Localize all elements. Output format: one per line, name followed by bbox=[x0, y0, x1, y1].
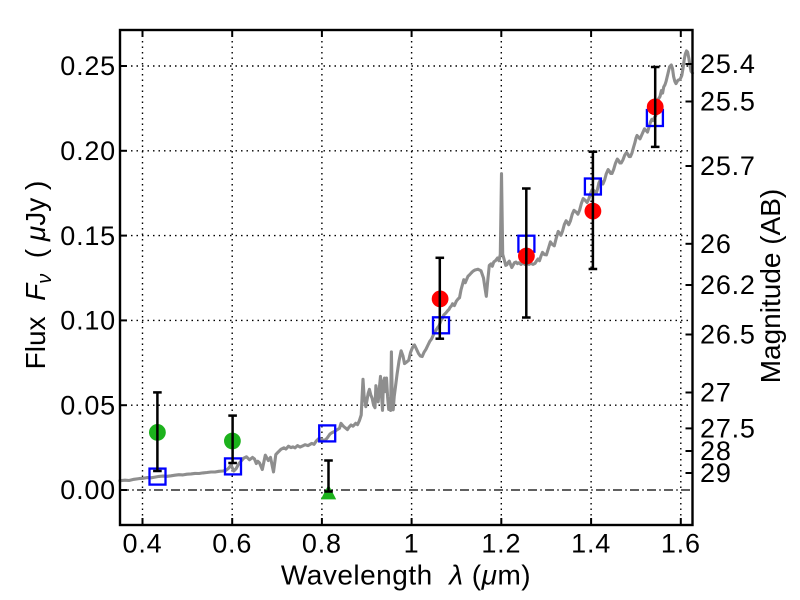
svg-text:27: 27 bbox=[700, 378, 732, 408]
svg-text:1.2: 1.2 bbox=[481, 529, 521, 559]
svg-text:0.6: 0.6 bbox=[212, 529, 252, 559]
svg-text:0.8: 0.8 bbox=[302, 529, 342, 559]
svg-text:25.7: 25.7 bbox=[700, 151, 756, 181]
svg-text:0.00: 0.00 bbox=[60, 475, 116, 505]
svg-text:28: 28 bbox=[700, 436, 732, 466]
svg-text:1: 1 bbox=[404, 529, 420, 559]
svg-text:25.5: 25.5 bbox=[700, 87, 756, 117]
svg-text:0.4: 0.4 bbox=[123, 529, 163, 559]
svg-text:26: 26 bbox=[700, 229, 732, 259]
svg-text:Flux Fν ( μJy ): Flux Fν ( μJy ) bbox=[20, 181, 56, 370]
svg-text:1.4: 1.4 bbox=[571, 529, 611, 559]
svg-text:1.6: 1.6 bbox=[661, 529, 701, 559]
svg-text:0.15: 0.15 bbox=[60, 221, 116, 251]
svg-text:26.5: 26.5 bbox=[700, 320, 756, 350]
svg-text:25.4: 25.4 bbox=[700, 49, 756, 79]
svg-text:0.10: 0.10 bbox=[60, 306, 116, 336]
svg-text:0.20: 0.20 bbox=[60, 136, 116, 166]
svg-text:26.2: 26.2 bbox=[700, 270, 756, 300]
svg-text:Wavelength λ (μm): Wavelength λ (μm) bbox=[281, 560, 531, 591]
svg-text:29: 29 bbox=[700, 458, 732, 488]
svg-text:Magnitude (AB): Magnitude (AB) bbox=[755, 189, 786, 384]
svg-text:27.5: 27.5 bbox=[700, 414, 756, 444]
svg-text:0.25: 0.25 bbox=[60, 51, 116, 81]
svg-text:0.05: 0.05 bbox=[60, 390, 116, 420]
